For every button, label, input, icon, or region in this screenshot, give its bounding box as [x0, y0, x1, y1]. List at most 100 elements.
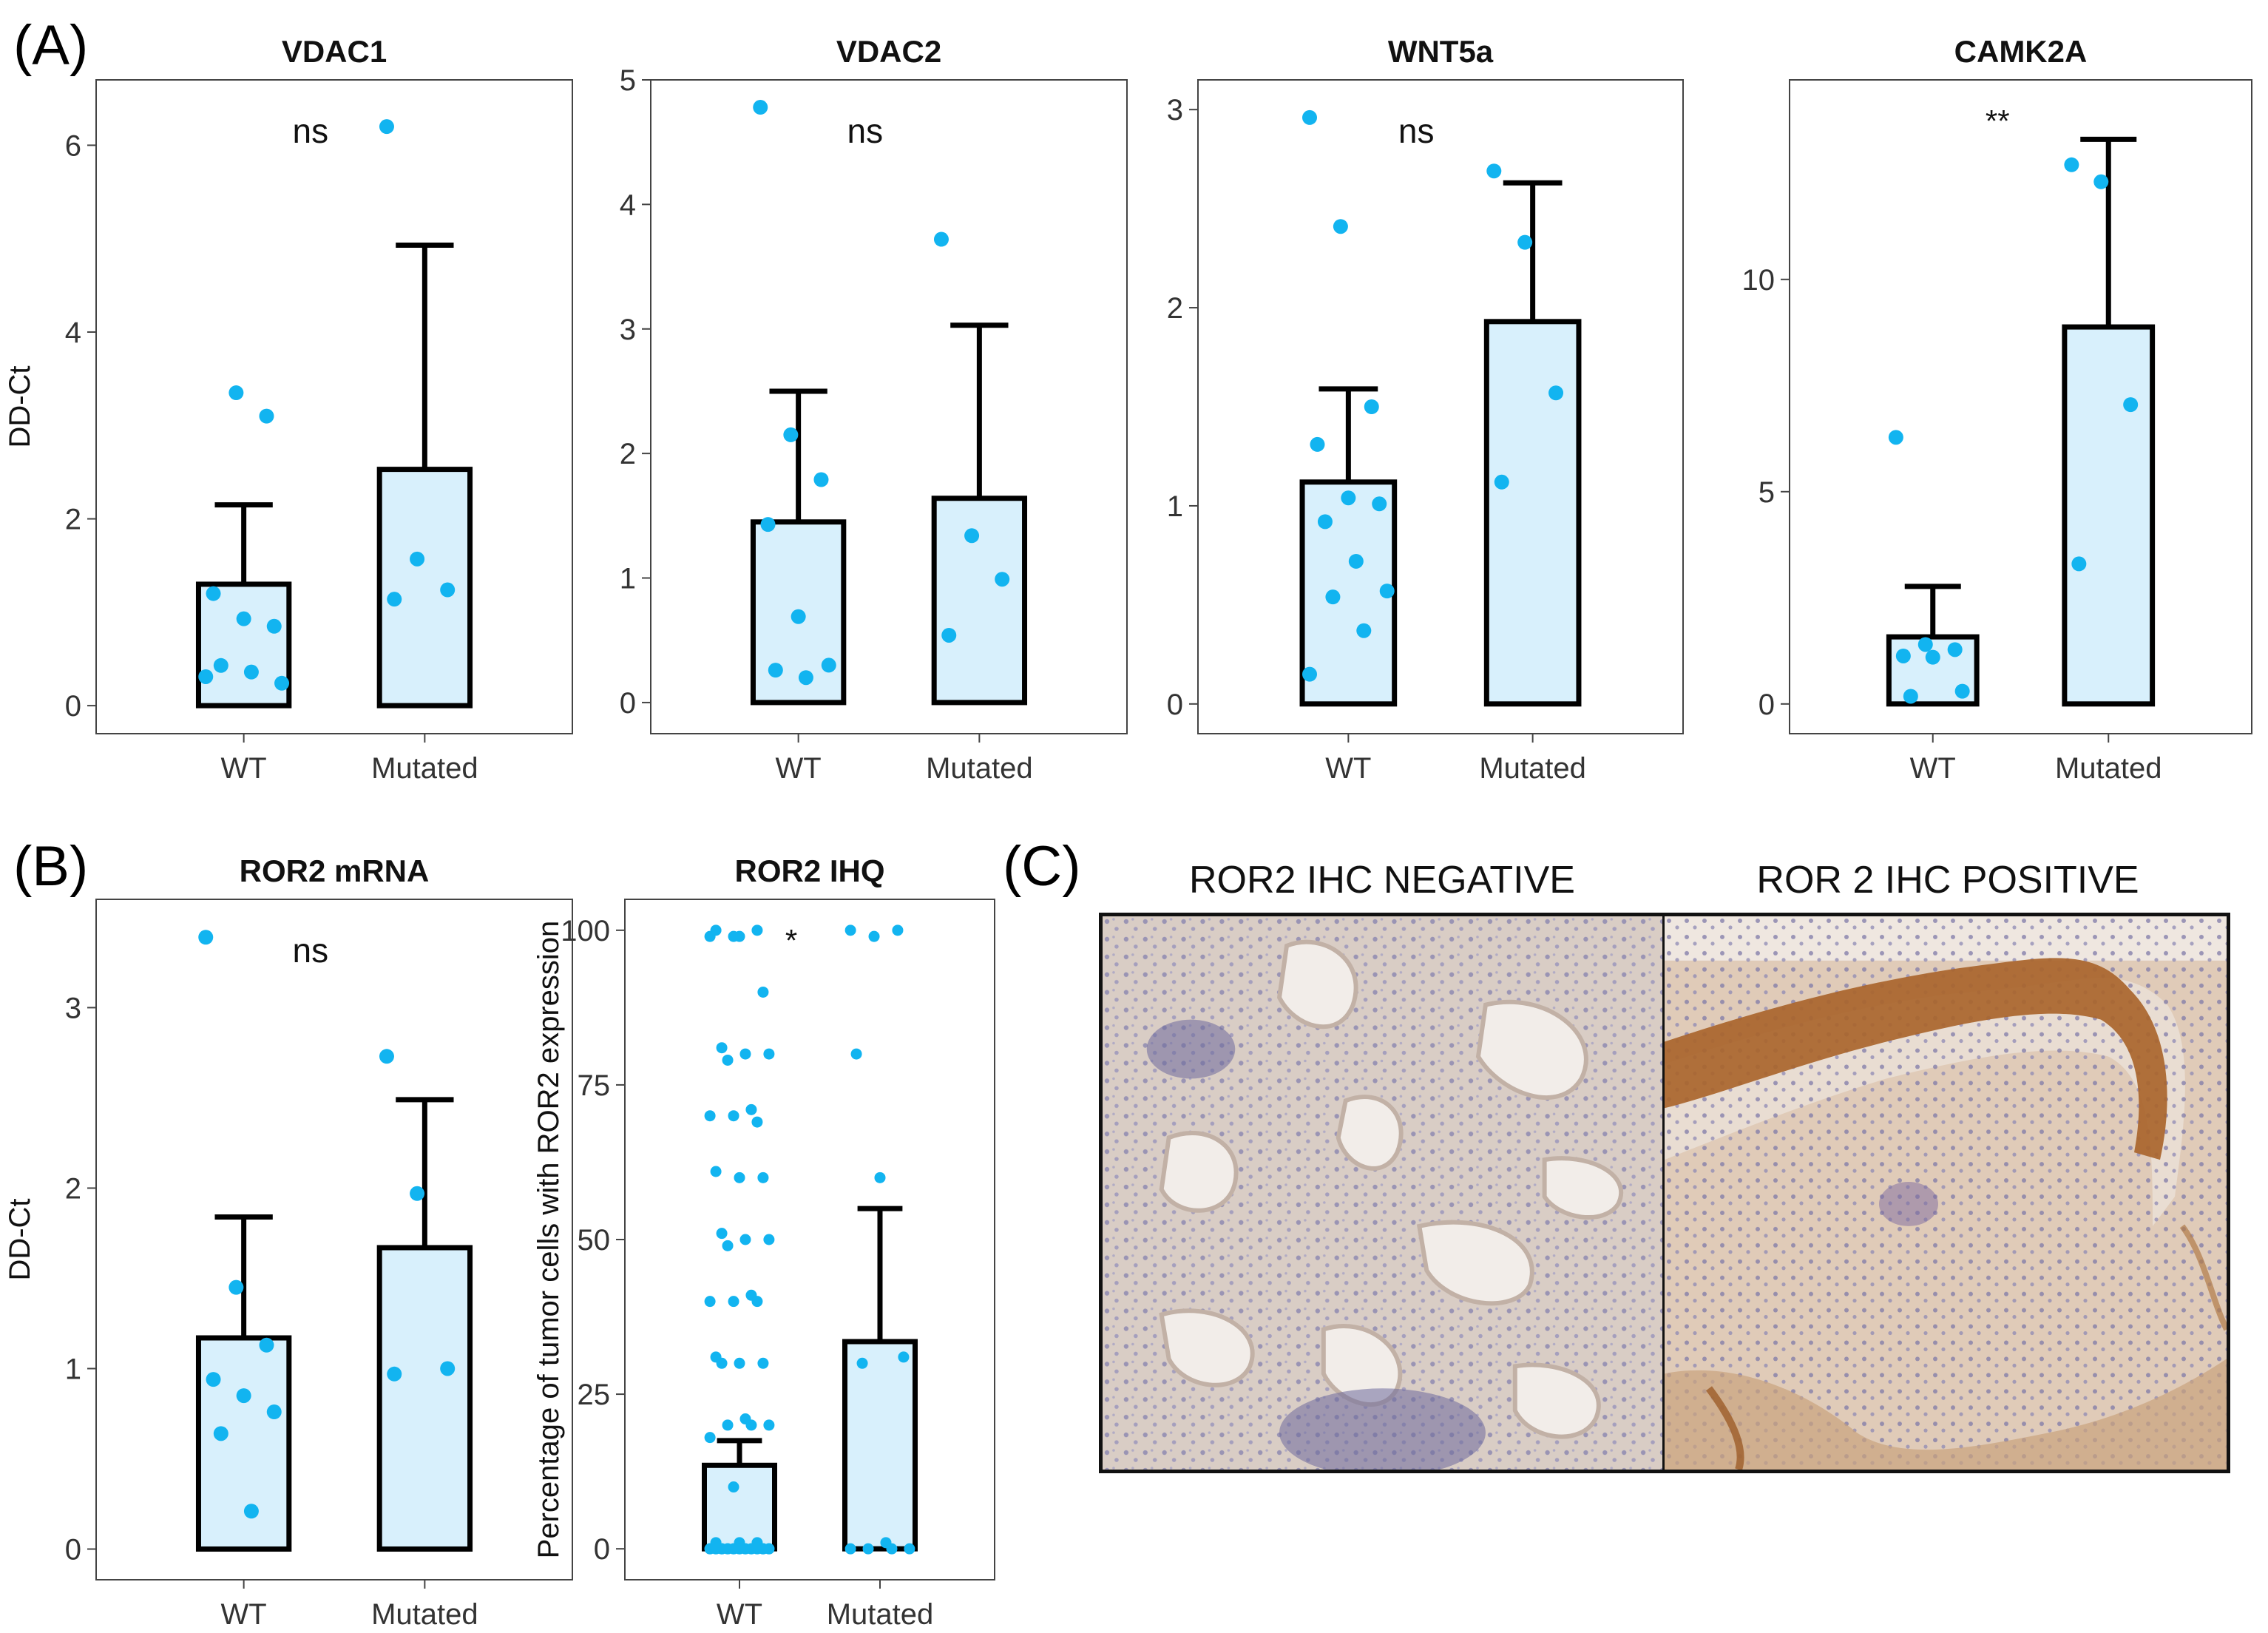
ror2_ihq-point-0-28 — [716, 1357, 728, 1369]
wnt5a-point-0-9 — [1325, 589, 1341, 605]
wnt5a-point-0-11 — [1302, 666, 1318, 682]
camk2a-point-0-3 — [1895, 648, 1911, 663]
wnt5a-point-0-8 — [1379, 584, 1395, 599]
vdac2-ytick-label-3: 3 — [620, 314, 636, 346]
panel-label-c: (C) — [1003, 835, 1081, 898]
wnt5a-point-0-5 — [1372, 496, 1387, 512]
vdac1-ylabel: DD-Ct — [4, 365, 36, 447]
ror2_ihq-point-0-12 — [728, 1110, 739, 1122]
vdac1-xtick-label-0: WT — [221, 752, 267, 785]
vdac2-point-0-3 — [760, 517, 776, 532]
vdac2-bar-1 — [931, 496, 1028, 706]
wnt5a-title: WNT5a — [1388, 34, 1494, 69]
vdac1-point-1-0 — [379, 119, 394, 135]
ror2_mrna-point-0-1 — [229, 1279, 244, 1295]
ror2_ihq-point-0-6 — [716, 1042, 728, 1054]
ihc-negative-image — [1103, 916, 1665, 1470]
ror2_ihq-point-1-10 — [886, 1543, 898, 1555]
ror2_ihq-point-0-34 — [728, 1481, 739, 1493]
panel-label-b: (B) — [13, 835, 89, 898]
ror2_ihq-point-0-27 — [757, 1357, 769, 1369]
ror2_ihq-ytick-label-3: 75 — [578, 1069, 611, 1102]
ror2_ihq-ytick-label-0: 0 — [594, 1533, 610, 1566]
vdac1-ytick-label-3: 6 — [65, 129, 81, 162]
ror2_mrna-xtick-label-0: WT — [221, 1598, 267, 1631]
vdac2-point-0-7 — [798, 670, 813, 686]
wnt5a-plot-frame — [1197, 79, 1684, 734]
wnt5a-point-0-0 — [1302, 109, 1318, 125]
vdac2-point-1-1 — [964, 528, 980, 544]
ror2_ihq-point-0-15 — [734, 1172, 745, 1183]
camk2a-point-1-0 — [2064, 157, 2079, 172]
ror2_ihq-point-0-13 — [751, 1116, 763, 1128]
vdac1-point-0-1 — [229, 385, 244, 401]
vdac1-bar-1 — [376, 467, 473, 709]
wnt5a-ytick-label-3: 3 — [1167, 94, 1183, 126]
wnt5a-point-0-3 — [1310, 436, 1325, 452]
wnt5a-point-1-0 — [1486, 163, 1502, 179]
ror2_ihq-ytick-label-4: 100 — [561, 915, 610, 947]
vdac1-point-0-5 — [266, 618, 282, 634]
vdac1-point-0-8 — [274, 675, 290, 691]
wnt5a-ytick-label-1: 1 — [1167, 490, 1183, 523]
ror2_ihq-point-0-14 — [710, 1166, 722, 1177]
vdac2-plot-frame — [650, 79, 1128, 734]
ror2_mrna-ytick-label-1: 1 — [65, 1353, 81, 1385]
vdac1-point-0-3 — [206, 586, 221, 601]
wnt5a-bar-1 — [1483, 319, 1582, 707]
ror2_mrna-bar-1 — [376, 1245, 473, 1552]
ror2_ihq-point-0-16 — [757, 1172, 769, 1183]
ror2_ihq-point-0-60 — [757, 1543, 769, 1555]
camk2a-point-0-5 — [1954, 683, 1970, 699]
wnt5a-ytick-label-0: 0 — [1167, 689, 1183, 721]
ror2_ihq-point-1-11 — [844, 1543, 856, 1555]
vdac1-xtick-label-1: Mutated — [371, 752, 478, 785]
vdac1-significance: ns — [293, 112, 329, 150]
ror2_mrna-ylabel: DD-Ct — [4, 1198, 36, 1280]
ror2_ihq-point-1-3 — [850, 1048, 862, 1060]
vdac1-point-1-1 — [410, 551, 425, 567]
vdac2-ytick-label-5: 5 — [620, 64, 636, 97]
ror2_ihq-point-0-20 — [722, 1240, 734, 1251]
vdac2-xtick-label-0: WT — [776, 752, 822, 785]
vdac1-point-0-7 — [243, 664, 259, 680]
ror2_mrna-ytick-label-0: 0 — [65, 1534, 81, 1566]
vdac2-point-1-2 — [995, 572, 1010, 587]
camk2a-point-1-1 — [2093, 174, 2109, 189]
wnt5a-point-1-3 — [1494, 474, 1509, 490]
wnt5a-point-1-1 — [1517, 234, 1533, 250]
camk2a-ytick-label-1: 5 — [1758, 476, 1775, 509]
camk2a-ytick-label-0: 0 — [1758, 689, 1775, 721]
ror2_ihq-point-0-22 — [704, 1296, 716, 1308]
camk2a-xtick-label-1: Mutated — [2055, 752, 2162, 785]
ror2_ihq-point-0-4 — [734, 930, 745, 942]
wnt5a-point-0-10 — [1356, 623, 1372, 638]
ror2_ihq-ytick-label-1: 25 — [578, 1379, 611, 1411]
vdac1-title: VDAC1 — [282, 34, 387, 69]
ror2_ihq-significance: * — [785, 923, 797, 958]
ror2_ihq-point-0-19 — [763, 1234, 775, 1245]
ror2_ihq-point-0-11 — [704, 1110, 716, 1122]
vdac2-ytick-label-0: 0 — [620, 687, 636, 720]
ror2_ihq-point-0-59 — [734, 1543, 745, 1555]
wnt5a-point-0-7 — [1348, 553, 1364, 569]
ihc-micrograph — [1099, 913, 2230, 1473]
ror2_mrna-ytick-label-3: 3 — [65, 992, 81, 1024]
ror2_ihq-point-0-18 — [739, 1234, 751, 1245]
vdac2-point-1-0 — [933, 231, 949, 247]
vdac2-xtick-label-1: Mutated — [926, 752, 1033, 785]
ror2_ihq-point-0-3 — [710, 924, 722, 936]
camk2a-point-0-6 — [1903, 689, 1918, 704]
vdac2-point-0-5 — [821, 657, 836, 673]
vdac2-point-0-6 — [768, 663, 783, 678]
ror2_mrna-point-0-0 — [198, 930, 214, 945]
camk2a-point-1-3 — [2071, 556, 2087, 572]
ror2_ihq-xtick-label-1: Mutated — [827, 1598, 934, 1631]
ror2_mrna-title: ROR2 mRNA — [240, 853, 430, 888]
camk2a-significance: ** — [1986, 104, 2010, 138]
camk2a-point-0-2 — [1947, 642, 1963, 657]
vdac2-point-0-1 — [783, 427, 799, 442]
vdac2-point-0-0 — [753, 100, 768, 115]
wnt5a-bar-0 — [1299, 479, 1398, 707]
